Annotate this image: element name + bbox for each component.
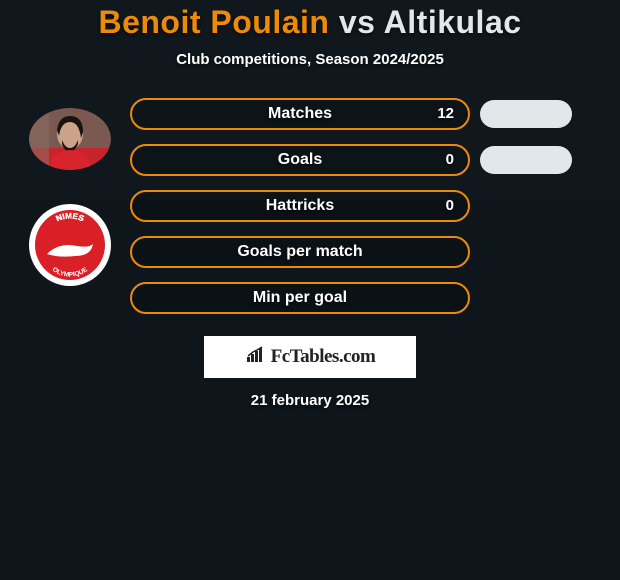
stat-row-hattricks: NIMES NIMES OLYMPIQUE Hattricks 0 xyxy=(0,188,620,223)
stat-value: 12 xyxy=(437,105,454,122)
page-title: Benoit Poulain vs Altikulac xyxy=(98,4,521,41)
stat-label: Goals xyxy=(278,151,322,169)
stat-pill xyxy=(480,146,572,174)
title-vs: vs xyxy=(339,4,376,40)
stat-pill-empty xyxy=(480,192,572,220)
stat-value: 0 xyxy=(446,197,454,214)
stat-value: 0 xyxy=(446,151,454,168)
title-player1: Benoit Poulain xyxy=(98,4,329,40)
stat-bar: Goals per match xyxy=(130,236,470,268)
chart-icon xyxy=(245,346,267,369)
stat-label: Goals per match xyxy=(237,243,362,261)
branding-text: FcTables.com xyxy=(271,346,376,368)
stat-bar: Goals 0 xyxy=(130,144,470,176)
player-avatar xyxy=(29,108,111,170)
branding-box: FcTables.com xyxy=(204,336,416,378)
player-photo-icon xyxy=(29,108,111,170)
date-text: 21 february 2025 xyxy=(251,392,369,409)
stat-label: Hattricks xyxy=(266,197,334,215)
stat-label: Matches xyxy=(268,105,332,123)
title-player2: Altikulac xyxy=(384,4,522,40)
club-badge: NIMES NIMES OLYMPIQUE xyxy=(29,204,111,286)
stat-pill xyxy=(480,100,572,128)
subtitle: Club competitions, Season 2024/2025 xyxy=(176,51,444,68)
comparison-card: Benoit Poulain vs Altikulac Club competi… xyxy=(0,0,620,409)
stat-label: Min per goal xyxy=(253,289,347,307)
club-badge-icon: NIMES NIMES OLYMPIQUE xyxy=(29,204,111,286)
stat-pill-empty xyxy=(480,238,572,266)
stat-bar: Matches 12 xyxy=(130,98,470,130)
stat-row-matches: Matches 12 xyxy=(0,96,620,131)
stat-bar: Min per goal xyxy=(130,282,470,314)
stat-pill-empty xyxy=(480,284,572,312)
stat-bar: Hattricks 0 xyxy=(130,190,470,222)
